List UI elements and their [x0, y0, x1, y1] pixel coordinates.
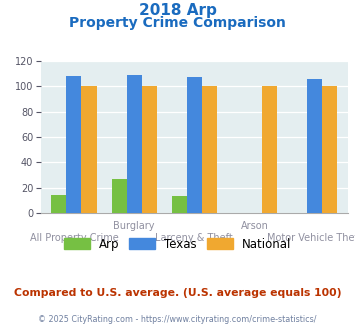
Bar	[202, 86, 217, 213]
Text: All Property Crime: All Property Crime	[29, 233, 118, 243]
Bar	[187, 78, 202, 213]
Bar	[51, 195, 66, 213]
Text: Compared to U.S. average. (U.S. average equals 100): Compared to U.S. average. (U.S. average …	[14, 288, 341, 298]
Text: Motor Vehicle Theft: Motor Vehicle Theft	[267, 233, 355, 243]
Text: Property Crime Comparison: Property Crime Comparison	[69, 16, 286, 30]
Legend: Arp, Texas, National: Arp, Texas, National	[61, 235, 294, 253]
Bar	[322, 86, 337, 213]
Bar	[172, 196, 187, 213]
Bar	[81, 86, 97, 213]
Text: 2018 Arp: 2018 Arp	[138, 3, 217, 18]
Text: Burglary: Burglary	[113, 221, 155, 231]
Bar	[66, 76, 81, 213]
Bar	[111, 179, 127, 213]
Bar	[142, 86, 157, 213]
Bar	[127, 75, 142, 213]
Text: Larceny & Theft: Larceny & Theft	[155, 233, 233, 243]
Bar	[307, 79, 322, 213]
Text: Arson: Arson	[241, 221, 268, 231]
Bar	[262, 86, 277, 213]
Text: © 2025 CityRating.com - https://www.cityrating.com/crime-statistics/: © 2025 CityRating.com - https://www.city…	[38, 315, 317, 324]
